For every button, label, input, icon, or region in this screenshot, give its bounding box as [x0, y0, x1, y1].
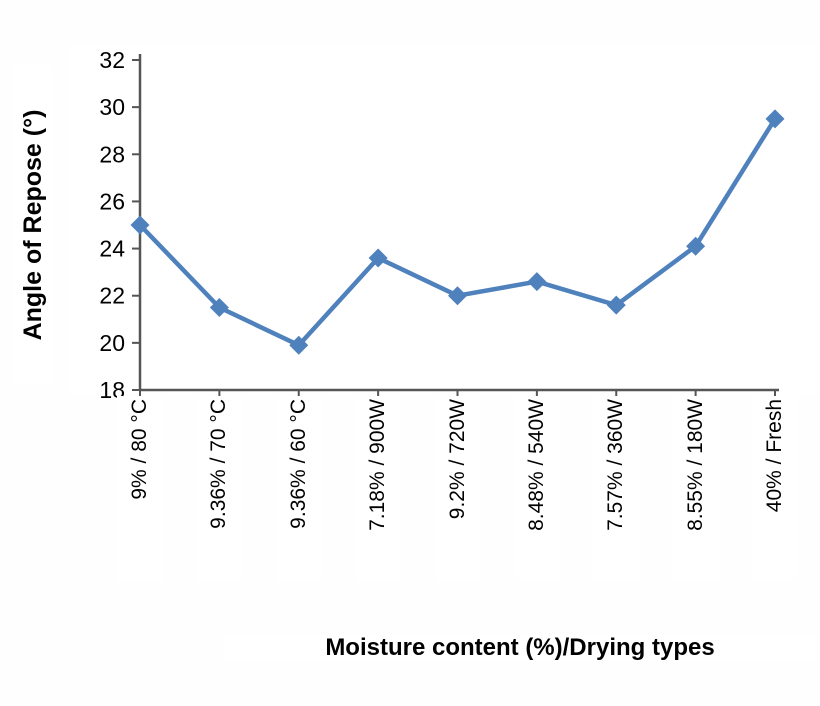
data-line [137, 116, 778, 348]
y-tick-label: 26 [99, 188, 125, 214]
x-axis-title: Moisture content (%)/Drying types [225, 634, 815, 662]
data-point-marker [448, 286, 467, 306]
y-tick-label: 32 [99, 47, 125, 73]
x-category-label: 9% / 80 °C [117, 396, 163, 582]
x-category-label: 7.18% / 900W [355, 396, 402, 582]
y-tick-label: 22 [99, 283, 125, 309]
x-category-label: 9.36% / 60 °C [275, 396, 322, 582]
x-category-label: 8.48% / 540W [513, 396, 560, 582]
data-point-marker [130, 215, 150, 235]
data-point-marker [289, 335, 309, 355]
y-tick-label: 24 [99, 236, 125, 262]
data-point-marker [765, 109, 785, 129]
data-point-marker [686, 236, 706, 256]
data-point-marker [606, 295, 626, 315]
x-category-label: 9.36% / 70 °C [196, 396, 243, 582]
x-category-label: 9.2% / 720W [434, 396, 481, 582]
data-point-marker [209, 298, 229, 317]
y-tick-label: 30 [99, 94, 125, 120]
y-axis-title: Angle of Repose (°) [13, 65, 53, 385]
x-category-label: 8.55% / 180W [672, 396, 719, 582]
data-point-marker [368, 248, 388, 268]
x-category-label: 7.57% / 360W [593, 396, 640, 582]
y-tick-label: 20 [99, 330, 125, 356]
y-tick-label: 28 [99, 141, 125, 167]
plot-area [68, 44, 820, 394]
data-point-marker [527, 272, 547, 292]
x-category-label: 40% / Fresh [752, 396, 798, 582]
